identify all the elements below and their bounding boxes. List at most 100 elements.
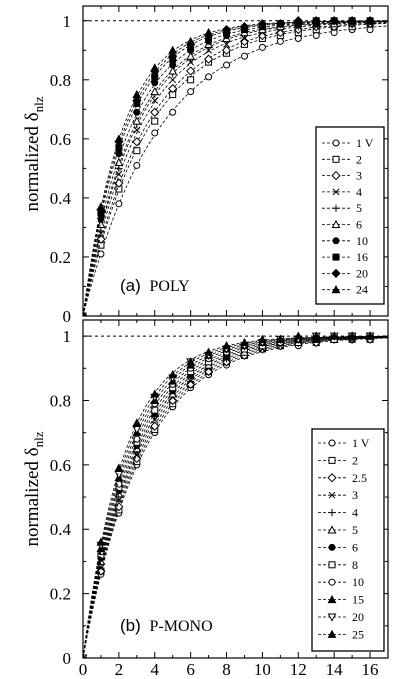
legend-marker	[328, 578, 336, 586]
legend-marker	[328, 439, 336, 447]
data-point	[187, 76, 195, 84]
x-tick-label: 12	[290, 660, 307, 679]
data-point	[221, 45, 232, 55]
data-point	[115, 200, 123, 208]
data-point	[132, 418, 142, 427]
data-point	[168, 66, 178, 75]
data-layer	[83, 331, 388, 658]
data-point	[151, 129, 159, 137]
panel-label: (b) P-MONO	[120, 616, 213, 635]
legend-marker	[328, 491, 336, 499]
legend-marker	[327, 629, 337, 638]
data-point	[132, 89, 142, 99]
legend-marker	[331, 285, 341, 294]
y-tick-label: 0	[63, 649, 72, 668]
data-point	[204, 27, 214, 37]
data-point	[115, 164, 123, 172]
data-point	[240, 337, 249, 347]
x-tick-label: 16	[362, 660, 379, 679]
data-point	[347, 16, 357, 25]
legend-label: 6	[356, 218, 362, 232]
legend-label: 20	[356, 266, 368, 280]
legend-label: 2.5	[352, 471, 367, 485]
legend-marker	[332, 155, 340, 163]
data-point	[151, 117, 159, 125]
x-tick-label: 10	[254, 660, 271, 679]
data-point	[204, 347, 214, 356]
data-point	[114, 178, 124, 188]
legend: 1 V 2 3 4 5 6 10 16 20 24	[315, 126, 385, 305]
data-point	[114, 134, 124, 143]
data-point	[96, 537, 106, 546]
data-point	[132, 95, 142, 106]
data-point	[240, 22, 249, 31]
x-tick-label: 14	[326, 660, 344, 679]
data-point	[257, 334, 267, 343]
y-tick-label: 0.2	[50, 248, 71, 267]
y-tick-label: 0.8	[50, 391, 71, 410]
legend-label: 3	[352, 488, 358, 502]
y-axis-label-main: normalized δ	[22, 447, 43, 546]
y-axis-label-sub: nlz	[31, 96, 46, 112]
y-axis-label: normalized δnlz	[22, 96, 46, 211]
data-point	[329, 16, 339, 25]
y-tick-label: 0.6	[50, 456, 71, 475]
data-point	[169, 61, 177, 69]
y-tick-label: 0.8	[50, 71, 71, 90]
x-tick-label: 4	[151, 660, 160, 679]
legend-marker	[332, 139, 340, 147]
data-point	[169, 76, 177, 84]
data-point	[150, 389, 160, 398]
data-point	[257, 19, 267, 28]
data-point	[365, 16, 375, 25]
data-point	[276, 37, 284, 45]
data-point	[275, 19, 285, 28]
series-fit-line	[83, 21, 388, 316]
legend: 1 V 2 2.5 3 4 5 6 8 10 15 20 25	[311, 428, 385, 652]
data-point	[186, 51, 196, 60]
data-point	[133, 126, 141, 134]
series-9	[83, 16, 388, 316]
data-point	[293, 16, 303, 25]
legend-marker	[328, 456, 336, 464]
data-point	[239, 36, 250, 47]
legend-marker	[331, 219, 341, 228]
data-point	[151, 79, 159, 87]
data-point	[150, 421, 160, 431]
legend-label: 25	[352, 627, 364, 641]
legend-marker	[331, 268, 341, 279]
legend-label: 5	[356, 201, 362, 215]
series-fit-line	[83, 335, 388, 658]
legend-label: 15	[352, 593, 364, 607]
series-fit-line	[83, 25, 388, 316]
data-point	[311, 16, 321, 25]
data-point	[275, 27, 285, 38]
legend-label: 8	[352, 558, 358, 572]
data-point	[186, 357, 196, 366]
legend-label: 16	[356, 250, 368, 264]
series-fit-line	[83, 20, 388, 316]
data-point	[168, 51, 178, 61]
data-point	[115, 150, 123, 158]
data-point	[294, 34, 302, 42]
data-point	[329, 331, 339, 340]
data-point	[96, 219, 106, 228]
panel-name: POLY	[150, 278, 191, 295]
y-tick-label: 1	[63, 12, 72, 31]
y-tick-label: 0	[63, 307, 72, 326]
series-fit-line	[83, 335, 388, 658]
legend-label: 3	[356, 169, 362, 183]
legend-marker	[332, 204, 340, 212]
legend-marker	[327, 473, 337, 483]
y-tick-label: 0.4	[50, 520, 72, 539]
series-fit-line	[83, 336, 388, 658]
legend-label: 10	[356, 234, 368, 248]
series-fit-line	[83, 336, 388, 658]
legend-label: 24	[356, 283, 368, 297]
data-point	[186, 36, 196, 45]
data-point	[96, 202, 106, 211]
legend-marker	[327, 525, 337, 534]
legend-label: 4	[352, 506, 358, 520]
